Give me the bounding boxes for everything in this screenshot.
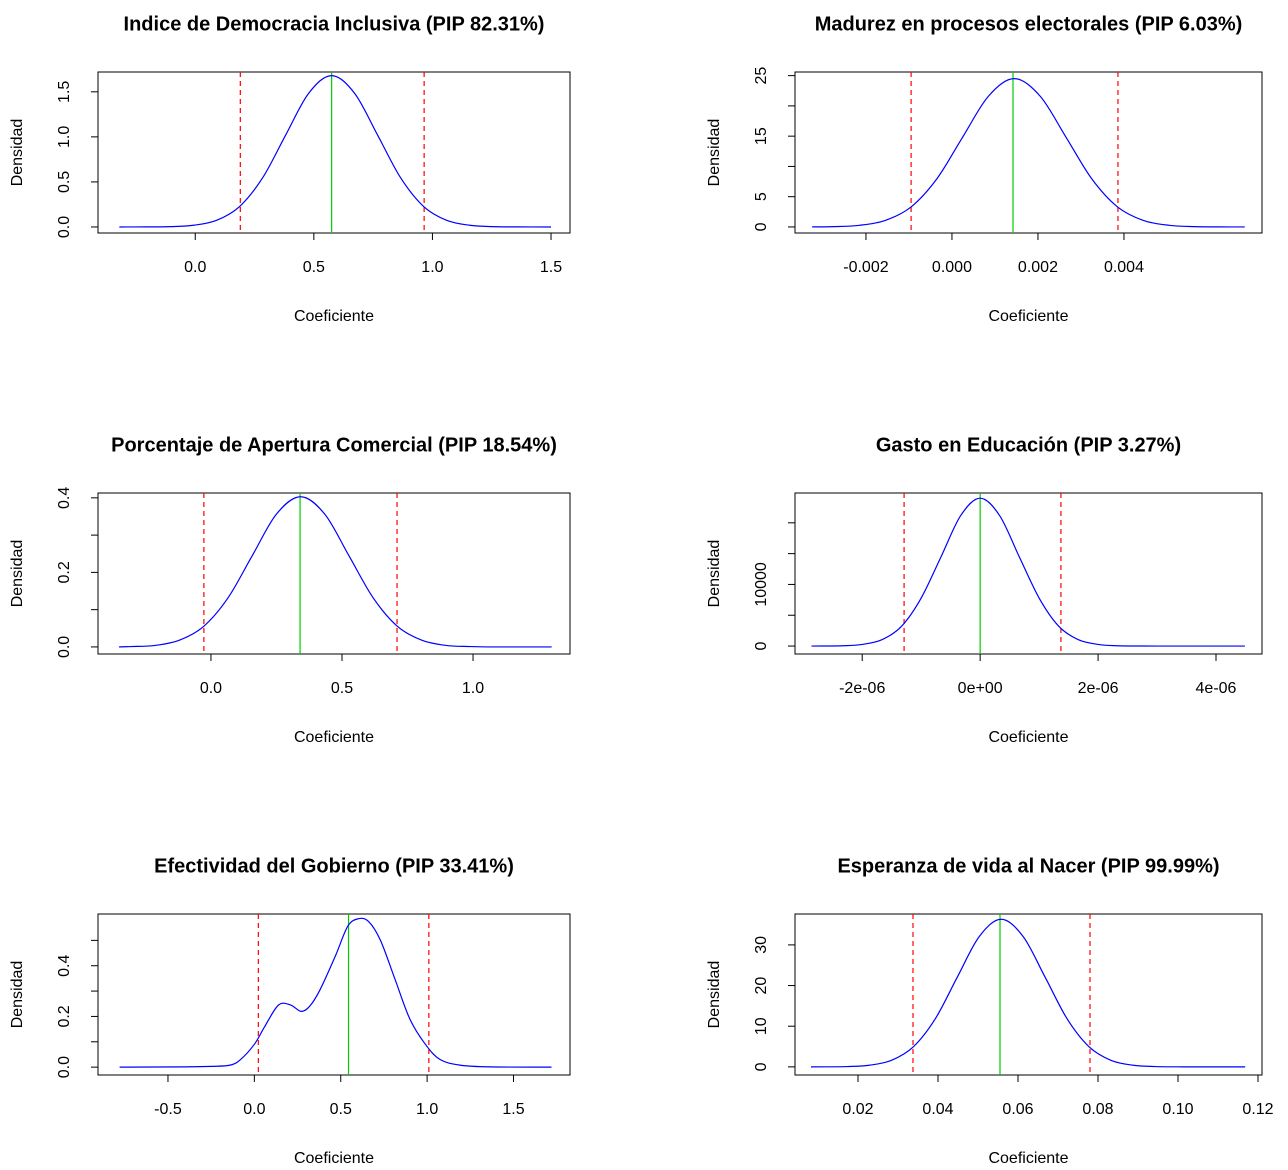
chart-title: Porcentaje de Apertura Comercial (PIP 18… xyxy=(111,434,557,456)
x-tick-label: 1.5 xyxy=(540,259,562,276)
y-tick-label: 10 xyxy=(753,1017,770,1035)
y-axis-label: Densidad xyxy=(9,961,26,1029)
x-axis-label: Coeficiente xyxy=(294,1150,374,1167)
y-tick-label: 0.0 xyxy=(56,1056,73,1078)
y-axis-label: Densidad xyxy=(706,540,723,608)
x-tick-label: 1.5 xyxy=(502,1101,524,1118)
x-tick-label: 0.02 xyxy=(842,1101,873,1118)
y-tick-label: 1.0 xyxy=(56,126,73,148)
x-tick-label: 0.12 xyxy=(1242,1101,1273,1118)
x-tick-label: 0.0 xyxy=(200,680,222,697)
y-tick-label: 30 xyxy=(753,936,770,954)
x-tick-label: 0.04 xyxy=(922,1101,953,1118)
x-tick-label: 1.0 xyxy=(416,1101,438,1118)
x-tick-label: 2e-06 xyxy=(1078,680,1119,697)
y-tick-label: 0.5 xyxy=(56,171,73,193)
y-axis-label: Densidad xyxy=(9,540,26,608)
density-curve xyxy=(119,917,552,1068)
x-tick-label: 0.5 xyxy=(303,259,325,276)
x-tick-label: 0.10 xyxy=(1162,1101,1193,1118)
y-tick-label: 0.2 xyxy=(56,561,73,583)
plot-box xyxy=(794,913,1263,1076)
x-axis-label: Coeficiente xyxy=(294,729,374,746)
chart-title: Madurez en procesos electorales (PIP 6.0… xyxy=(815,13,1243,35)
density-curve xyxy=(810,918,1246,1068)
x-tick-label: 0.5 xyxy=(331,680,353,697)
x-tick-label: 0e+00 xyxy=(958,680,1003,697)
x-tick-label: -0.5 xyxy=(154,1101,182,1118)
density-curve xyxy=(811,497,1245,647)
x-tick-label: 4e-06 xyxy=(1196,680,1237,697)
x-tick-label: 0.000 xyxy=(932,259,972,276)
plot-box xyxy=(794,71,1263,234)
density-curve xyxy=(119,75,552,228)
density-curve xyxy=(118,496,552,648)
y-tick-label: 20 xyxy=(753,977,770,995)
x-tick-label: 0.0 xyxy=(184,259,206,276)
y-tick-label: 25 xyxy=(753,67,770,85)
x-axis-label: Coeficiente xyxy=(294,308,374,325)
y-tick-label: 0 xyxy=(753,642,770,651)
plot-box xyxy=(97,913,571,1076)
x-tick-label: 1.0 xyxy=(462,680,484,697)
y-axis-label: Densidad xyxy=(9,119,26,187)
x-tick-label: 0.08 xyxy=(1082,1101,1113,1118)
x-tick-label: -0.002 xyxy=(843,259,888,276)
y-tick-label: 0.0 xyxy=(56,636,73,658)
density-curve xyxy=(812,78,1245,228)
y-tick-label: 0 xyxy=(753,222,770,231)
chart-title: Indice de Democracia Inclusiva (PIP 82.3… xyxy=(124,13,545,35)
plot-box xyxy=(97,71,571,234)
chart-title: Efectividad del Gobierno (PIP 33.41%) xyxy=(154,855,514,877)
x-axis-label: Coeficiente xyxy=(988,308,1068,325)
x-tick-label: 0.0 xyxy=(243,1101,265,1118)
y-tick-label: 5 xyxy=(753,192,770,201)
x-tick-label: -2e-06 xyxy=(839,680,885,697)
x-tick-label: 0.002 xyxy=(1018,259,1058,276)
y-tick-label: 15 xyxy=(753,127,770,145)
chart-title: Esperanza de vida al Nacer (PIP 99.99%) xyxy=(837,855,1219,877)
y-tick-label: 0 xyxy=(753,1062,770,1071)
y-axis-label: Densidad xyxy=(706,119,723,187)
x-tick-label: 0.004 xyxy=(1104,259,1144,276)
x-tick-label: 1.0 xyxy=(421,259,443,276)
x-tick-label: 0.5 xyxy=(330,1101,352,1118)
y-tick-label: 0.4 xyxy=(56,487,73,509)
y-tick-label: 1.5 xyxy=(56,81,73,103)
y-tick-label: 0.4 xyxy=(56,955,73,977)
x-tick-label: 0.06 xyxy=(1002,1101,1033,1118)
x-axis-label: Coeficiente xyxy=(988,729,1068,746)
y-tick-label: 0.2 xyxy=(56,1005,73,1027)
plot-box xyxy=(97,492,571,655)
y-tick-label: 0.0 xyxy=(56,216,73,238)
x-axis-label: Coeficiente xyxy=(988,1150,1068,1167)
y-tick-label: 10000 xyxy=(753,562,770,607)
y-axis-label: Densidad xyxy=(706,961,723,1029)
chart-title: Gasto en Educación (PIP 3.27%) xyxy=(876,434,1181,456)
plot-box xyxy=(794,492,1263,655)
